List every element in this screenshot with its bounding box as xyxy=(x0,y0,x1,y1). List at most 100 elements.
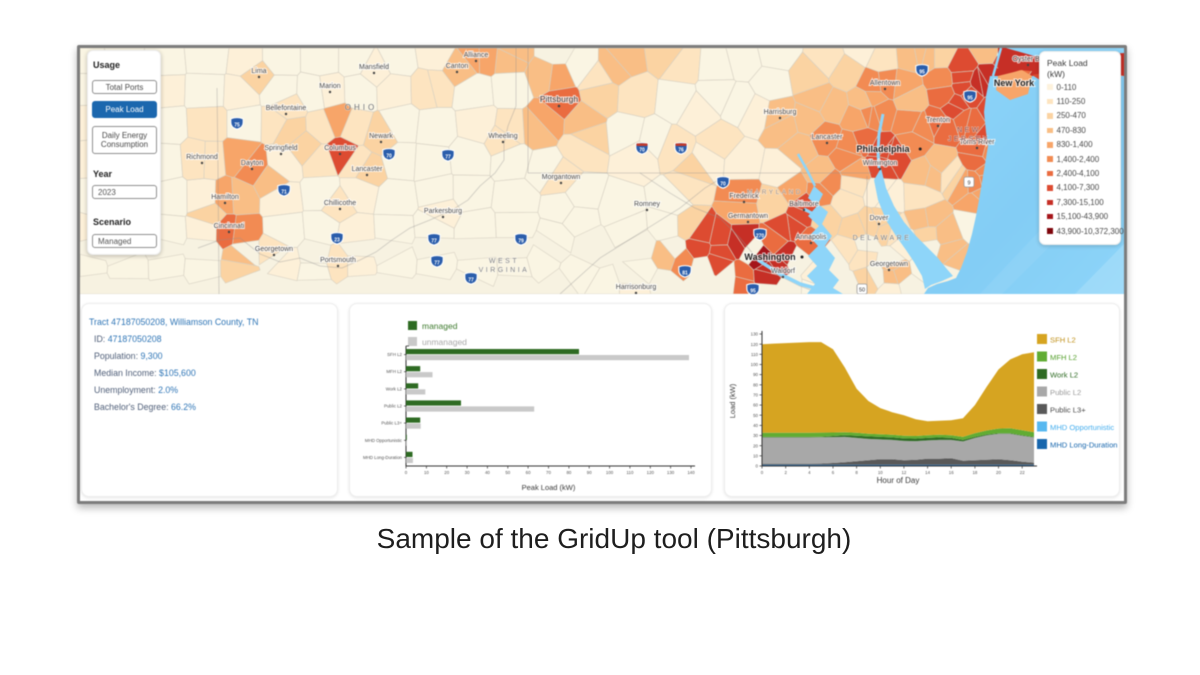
svg-text:Philadelphia: Philadelphia xyxy=(856,144,910,154)
svg-text:270: 270 xyxy=(756,233,765,239)
svg-text:Peak Load (kW): Peak Load (kW) xyxy=(522,483,576,492)
svg-text:Harrisburg: Harrisburg xyxy=(764,109,797,116)
svg-text:18: 18 xyxy=(972,470,977,475)
svg-text:Hamilton: Hamilton xyxy=(211,194,239,201)
svg-text:Alliance: Alliance xyxy=(464,52,489,59)
svg-text:90: 90 xyxy=(587,470,592,475)
svg-text:110: 110 xyxy=(751,352,759,357)
svg-text:MHD Opportunistic: MHD Opportunistic xyxy=(1050,423,1114,432)
svg-text:Trenton: Trenton xyxy=(926,117,950,124)
svg-text:30: 30 xyxy=(753,433,758,438)
svg-text:77: 77 xyxy=(468,277,474,283)
svg-text:76: 76 xyxy=(678,147,684,153)
svg-text:80: 80 xyxy=(566,470,571,475)
svg-text:Bellefontaine: Bellefontaine xyxy=(266,105,307,112)
svg-text:8: 8 xyxy=(855,470,858,475)
svg-text:MHD Opportunistic: MHD Opportunistic xyxy=(365,438,403,443)
svg-text:Morgantown: Morgantown xyxy=(542,174,581,181)
svg-text:77: 77 xyxy=(445,154,451,160)
svg-text:50: 50 xyxy=(859,288,865,294)
svg-text:Baltimore: Baltimore xyxy=(789,201,819,208)
svg-text:WEST: WEST xyxy=(489,258,519,265)
svg-text:Richmond: Richmond xyxy=(186,154,218,161)
svg-text:MHD Long-Duration: MHD Long-Duration xyxy=(363,455,403,460)
svg-text:130: 130 xyxy=(751,332,759,337)
svg-text:110: 110 xyxy=(626,470,634,475)
svg-text:70: 70 xyxy=(546,470,551,475)
svg-text:70: 70 xyxy=(720,181,726,187)
svg-text:70: 70 xyxy=(386,153,392,159)
svg-text:MHD Long-Duration: MHD Long-Duration xyxy=(1050,441,1118,450)
svg-text:0: 0 xyxy=(756,464,759,469)
svg-text:95: 95 xyxy=(919,69,925,75)
svg-text:Newark: Newark xyxy=(369,133,393,140)
svg-text:2: 2 xyxy=(784,470,787,475)
svg-text:Georgetown: Georgetown xyxy=(255,246,293,253)
svg-text:Frederick: Frederick xyxy=(729,193,759,200)
svg-text:DELAWARE: DELAWARE xyxy=(853,235,912,242)
svg-text:130: 130 xyxy=(667,470,675,475)
svg-text:30: 30 xyxy=(465,470,470,475)
svg-text:OHIO: OHIO xyxy=(345,103,377,112)
svg-text:Waldorf: Waldorf xyxy=(771,268,795,275)
svg-text:23: 23 xyxy=(334,237,340,243)
svg-text:managed: managed xyxy=(422,321,458,331)
svg-text:Dover: Dover xyxy=(870,215,889,222)
svg-text:Lancaster: Lancaster xyxy=(812,134,843,141)
svg-text:Springfield: Springfield xyxy=(264,145,297,152)
svg-text:NEW: NEW xyxy=(957,127,981,134)
svg-text:9: 9 xyxy=(967,181,970,187)
svg-text:71: 71 xyxy=(281,189,287,195)
svg-text:Washington: Washington xyxy=(744,252,795,262)
svg-text:40: 40 xyxy=(485,470,490,475)
svg-text:79: 79 xyxy=(518,238,524,244)
svg-text:95: 95 xyxy=(750,288,756,294)
svg-text:50: 50 xyxy=(753,413,758,418)
svg-text:Public L2: Public L2 xyxy=(1050,388,1081,397)
svg-text:SFH L2: SFH L2 xyxy=(387,352,402,357)
svg-text:Load (kW): Load (kW) xyxy=(728,383,737,418)
svg-text:0: 0 xyxy=(405,470,408,475)
svg-text:75: 75 xyxy=(234,122,240,128)
svg-text:81: 81 xyxy=(682,270,688,276)
svg-text:10: 10 xyxy=(878,470,883,475)
svg-text:16: 16 xyxy=(949,470,954,475)
svg-text:50: 50 xyxy=(505,470,510,475)
svg-text:Romney: Romney xyxy=(634,201,661,208)
svg-text:10: 10 xyxy=(424,470,429,475)
svg-text:Germantown: Germantown xyxy=(728,213,768,220)
svg-text:Georgetown: Georgetown xyxy=(870,261,908,268)
svg-text:JERSEY: JERSEY xyxy=(948,136,990,143)
svg-text:14: 14 xyxy=(925,470,930,475)
svg-text:Chillicothe: Chillicothe xyxy=(324,200,356,207)
svg-text:Work L2: Work L2 xyxy=(386,386,403,391)
svg-text:Pittsburgh: Pittsburgh xyxy=(540,94,579,104)
svg-text:120: 120 xyxy=(647,470,655,475)
svg-text:Canton: Canton xyxy=(446,63,469,70)
svg-text:20: 20 xyxy=(996,470,1001,475)
svg-text:Columbus: Columbus xyxy=(324,145,356,152)
svg-text:Annapolis: Annapolis xyxy=(796,234,827,241)
svg-text:Harrisonburg: Harrisonburg xyxy=(616,284,657,291)
svg-text:MARYLAND: MARYLAND xyxy=(747,189,803,196)
svg-text:Lima: Lima xyxy=(251,68,266,75)
svg-text:Dayton: Dayton xyxy=(241,160,263,167)
svg-text:22: 22 xyxy=(1020,470,1025,475)
svg-text:Oyster Ba: Oyster Ba xyxy=(1012,56,1043,63)
svg-text:Cincinnati: Cincinnati xyxy=(214,223,245,230)
svg-text:unmanaged: unmanaged xyxy=(422,337,467,347)
svg-text:Public L3+: Public L3+ xyxy=(381,421,402,426)
svg-text:Marion: Marion xyxy=(319,83,341,90)
svg-text:100: 100 xyxy=(606,470,614,475)
svg-text:Mansfield: Mansfield xyxy=(359,64,389,71)
svg-text:4: 4 xyxy=(808,470,811,475)
svg-text:VIRGINIA: VIRGINIA xyxy=(479,267,530,274)
svg-text:Parkersburg: Parkersburg xyxy=(424,208,462,215)
svg-text:95: 95 xyxy=(967,95,973,101)
svg-text:MFH L2: MFH L2 xyxy=(386,369,402,374)
svg-text:20: 20 xyxy=(753,443,758,448)
svg-text:0: 0 xyxy=(761,470,764,475)
svg-text:10: 10 xyxy=(753,453,758,458)
svg-text:20: 20 xyxy=(444,470,449,475)
svg-text:100: 100 xyxy=(751,362,759,367)
